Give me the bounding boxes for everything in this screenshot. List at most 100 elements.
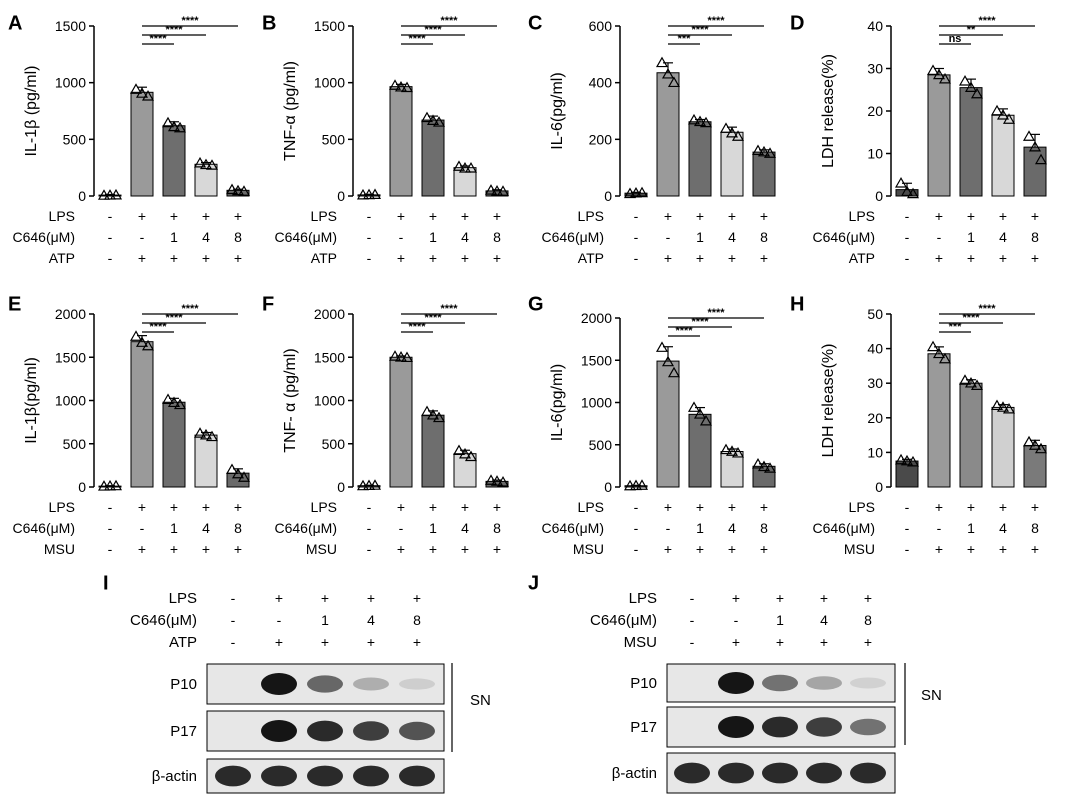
condition-mark: + xyxy=(493,208,501,224)
condition-name: C646(μM) xyxy=(274,520,337,536)
blot-band xyxy=(718,672,754,694)
bar xyxy=(991,114,1015,197)
y-tick-label: 400 xyxy=(589,75,613,91)
condition-name: LPS xyxy=(311,208,337,224)
y-tick-label: 10 xyxy=(867,146,883,162)
panel-letter: J xyxy=(528,573,539,595)
condition-name: LPS xyxy=(578,499,604,515)
condition-mark: 4 xyxy=(202,520,210,536)
data-point xyxy=(725,445,739,456)
data-point xyxy=(1022,435,1036,447)
data-point xyxy=(938,352,952,364)
data-point xyxy=(751,457,765,469)
data-point xyxy=(1028,140,1042,152)
condition-mark: 1 xyxy=(170,520,178,536)
bar xyxy=(624,192,648,197)
condition-mark: + xyxy=(760,250,768,266)
condition-name: MSU xyxy=(573,541,604,557)
data-point xyxy=(900,185,914,197)
y-tick-label: 500 xyxy=(589,437,613,453)
condition-mark: + xyxy=(275,590,283,606)
data-point xyxy=(629,479,643,491)
significance-label: **** xyxy=(962,312,980,324)
condition-mark: - xyxy=(634,541,639,557)
condition-mark: 1 xyxy=(696,229,704,245)
data-point xyxy=(751,144,765,156)
condition-mark: + xyxy=(760,208,768,224)
bar xyxy=(656,72,680,197)
data-point xyxy=(388,350,402,361)
condition-mark: + xyxy=(728,208,736,224)
condition-mark: + xyxy=(429,250,437,266)
condition-mark: 8 xyxy=(1031,520,1039,536)
condition-mark: - xyxy=(690,634,695,650)
condition-mark: + xyxy=(664,499,672,515)
condition-mark: 4 xyxy=(461,229,469,245)
data-point xyxy=(687,113,701,125)
significance-label: *** xyxy=(678,33,692,45)
data-point xyxy=(205,430,219,442)
blot-band xyxy=(718,716,754,738)
data-point xyxy=(141,90,155,101)
condition-mark: - xyxy=(937,229,942,245)
condition-mark: + xyxy=(397,499,405,515)
condition-mark: + xyxy=(760,541,768,557)
data-point xyxy=(719,122,733,133)
bar xyxy=(1023,146,1047,197)
data-point xyxy=(926,340,940,352)
significance-label: **** xyxy=(707,15,725,27)
condition-mark: - xyxy=(399,229,404,245)
y-tick-label: 1000 xyxy=(55,75,86,91)
condition-mark: - xyxy=(634,499,639,515)
data-point xyxy=(757,145,771,157)
blot-band xyxy=(850,762,886,784)
data-point xyxy=(693,408,707,419)
data-point xyxy=(623,479,637,491)
data-point xyxy=(1022,130,1036,141)
condition-mark: 8 xyxy=(864,612,872,628)
y-tick-label: 50 xyxy=(867,306,883,322)
y-axis-label: IL-1β(pg/ml) xyxy=(23,357,40,444)
data-point xyxy=(1002,402,1016,414)
y-tick-label: 1500 xyxy=(55,349,86,365)
condition-mark: 4 xyxy=(728,229,736,245)
data-point xyxy=(932,347,946,359)
significance-label: ns xyxy=(949,33,962,45)
condition-mark: + xyxy=(1031,250,1039,266)
significance-label: **** xyxy=(675,325,693,337)
condition-mark: + xyxy=(967,250,975,266)
condition-mark: + xyxy=(696,541,704,557)
data-point xyxy=(129,330,143,341)
condition-mark: - xyxy=(108,520,113,536)
data-point xyxy=(420,111,434,123)
blot-band xyxy=(399,765,435,787)
condition-mark: - xyxy=(690,590,695,606)
data-point xyxy=(356,479,370,491)
bar xyxy=(720,131,744,197)
condition-mark: - xyxy=(140,520,145,536)
condition-mark: + xyxy=(696,208,704,224)
condition-mark: + xyxy=(234,499,242,515)
condition-mark: 1 xyxy=(429,229,437,245)
condition-mark: + xyxy=(664,541,672,557)
data-point xyxy=(362,188,376,200)
blot-band xyxy=(762,762,798,784)
data-point xyxy=(237,185,251,196)
condition-mark: + xyxy=(776,634,784,650)
data-point xyxy=(699,116,713,128)
data-point xyxy=(484,474,498,485)
data-point xyxy=(667,366,681,378)
condition-mark: + xyxy=(367,634,375,650)
condition-mark: + xyxy=(728,499,736,515)
condition-name: ATP xyxy=(49,250,75,266)
condition-mark: + xyxy=(461,499,469,515)
significance-label: **** xyxy=(165,312,183,324)
condition-mark: + xyxy=(820,634,828,650)
significance-label: **** xyxy=(181,15,199,27)
condition-mark: + xyxy=(493,541,501,557)
data-point xyxy=(719,443,733,455)
data-point xyxy=(964,81,978,92)
